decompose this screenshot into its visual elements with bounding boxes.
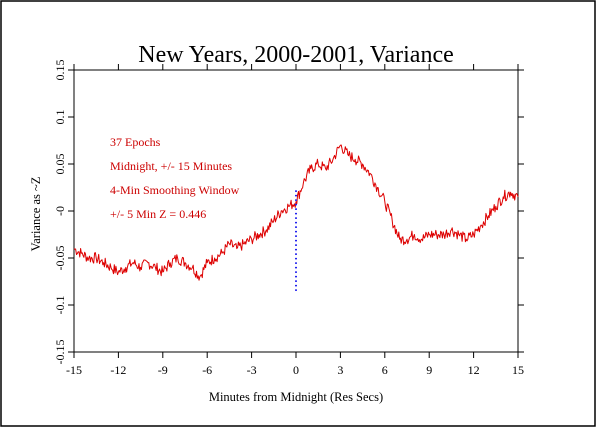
x-tick-label: 0 <box>293 363 299 377</box>
annotation-block: 37 Epochs Midnight, +/- 15 Minutes 4-Min S… <box>110 135 240 221</box>
y-axis-title: Variance as ~Z <box>29 177 43 252</box>
x-tick-label: -15 <box>66 363 82 377</box>
plot-area: -15 -12 -9 -6 -3 0 3 6 9 12 15 -0.15 -0.1 -0.05 -0 0.05… <box>53 60 524 377</box>
y-tick-label: -0.1 <box>53 296 67 315</box>
annotation-line: Midnight, +/- 15 Minutes <box>110 159 232 173</box>
annotation-line: 4-Min Smoothing Window <box>110 183 240 197</box>
x-axis-title: Minutes from Midnight (Res Secs) <box>209 390 383 404</box>
y-tick-label: 0.15 <box>53 60 67 81</box>
x-tick-label: 3 <box>337 363 343 377</box>
variance-series-line <box>73 144 519 281</box>
x-tick-label: 15 <box>512 363 524 377</box>
y-tick-label: -0 <box>53 206 67 216</box>
x-tick-label: 6 <box>382 363 388 377</box>
x-tick-label: 12 <box>468 363 480 377</box>
x-tick-label: -12 <box>110 363 126 377</box>
x-tick-label: 9 <box>426 363 432 377</box>
y-tick-label: 0.1 <box>53 110 67 125</box>
x-tick-label: -3 <box>247 363 257 377</box>
x-tick-label: -6 <box>202 363 212 377</box>
y-tick-label: 0.05 <box>53 154 67 175</box>
x-tick-label: -9 <box>158 363 168 377</box>
annotation-line: +/- 5 Min Z = 0.446 <box>110 207 206 221</box>
y-tick-label: -0.05 <box>53 246 67 271</box>
annotation-line: 37 Epochs <box>110 135 161 149</box>
y-tick-label: -0.15 <box>53 340 67 365</box>
chart-title: New Years, 2000-2001, Variance <box>138 42 454 68</box>
